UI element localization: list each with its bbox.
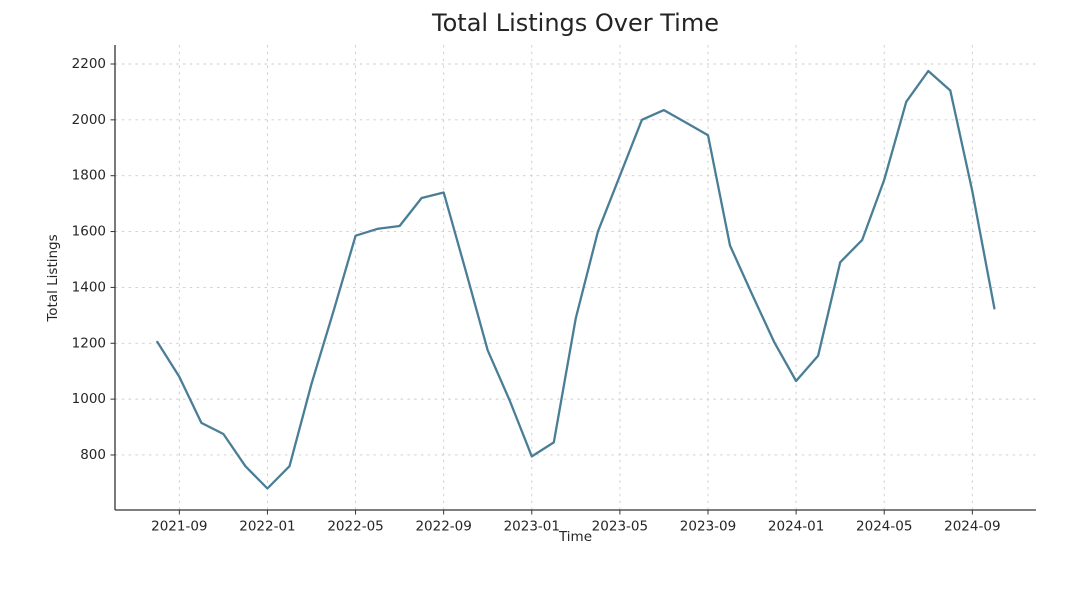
- y-axis-label: Total Listings: [45, 234, 61, 322]
- chart-title: Total Listings Over Time: [432, 9, 719, 37]
- y-tick-label: 2200: [72, 56, 106, 72]
- x-tick-label: 2024-01: [768, 519, 824, 535]
- y-tick-label: 1200: [72, 335, 106, 351]
- x-tick-label: 2022-01: [239, 519, 295, 535]
- x-tick-label: 2024-05: [856, 519, 912, 535]
- x-axis-label: Time: [558, 529, 593, 545]
- x-tick-label: 2022-09: [415, 519, 471, 535]
- x-tick-label: 2022-05: [327, 519, 383, 535]
- x-tick-label: 2023-05: [592, 519, 648, 535]
- x-tick-label: 2023-01: [504, 519, 560, 535]
- x-tick-label: 2021-09: [151, 519, 207, 535]
- x-tick-label: 2024-09: [944, 519, 1000, 535]
- total-listings-line: [156, 69, 996, 490]
- y-tick-label: 2000: [72, 112, 106, 128]
- y-tick-label: 1800: [72, 168, 106, 184]
- y-tick-label: 1000: [72, 391, 106, 407]
- x-tick-label: 2023-09: [680, 519, 736, 535]
- y-tick-label: 800: [80, 447, 106, 463]
- y-tick-label: 1400: [72, 279, 106, 295]
- y-tick-label: 1600: [72, 224, 106, 240]
